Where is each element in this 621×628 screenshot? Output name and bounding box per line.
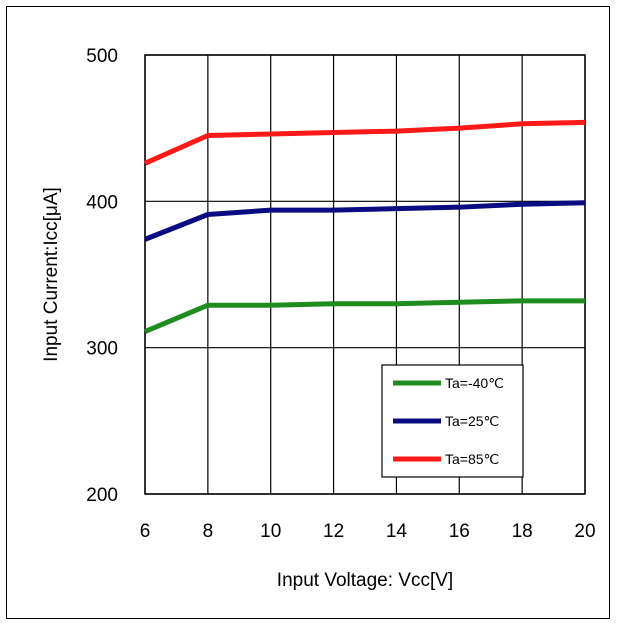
series-line-1 [144, 200, 586, 242]
x-tick-label: 16 [449, 521, 470, 542]
y-tick-labels: 200 300 400 500 [86, 46, 118, 506]
x-tick-label: 18 [512, 521, 533, 542]
series-lines [143, 119, 586, 334]
x-tick-label: 14 [386, 521, 408, 542]
x-tick-label: 8 [203, 521, 214, 542]
x-tick-label: 6 [140, 521, 151, 542]
legend-label-0: Ta=-40℃ [445, 375, 504, 391]
y-axis-title: Input Current:Icc[μA] [41, 187, 62, 362]
legend: Ta=-40℃ Ta=25℃ Ta=85℃ [381, 364, 524, 478]
x-axis-title: Input Voltage: Vcc[V] [277, 570, 453, 591]
y-tick-label: 500 [86, 46, 118, 67]
y-tick-label: 200 [86, 485, 118, 506]
y-tick-label: 400 [86, 192, 118, 213]
x-tick-label: 10 [260, 521, 281, 542]
y-tick-label: 300 [86, 339, 118, 360]
legend-label-1: Ta=25℃ [445, 413, 499, 429]
x-tick-label: 20 [574, 521, 595, 542]
plot-area [144, 54, 586, 495]
x-tick-label: 12 [323, 521, 344, 542]
chart-frame [6, 6, 610, 619]
legend-label-2: Ta=85℃ [445, 451, 499, 467]
series-line-0 [144, 298, 585, 334]
x-tick-labels: 6 8 10 12 14 16 18 20 [140, 521, 596, 542]
series-line-2 [143, 119, 586, 166]
